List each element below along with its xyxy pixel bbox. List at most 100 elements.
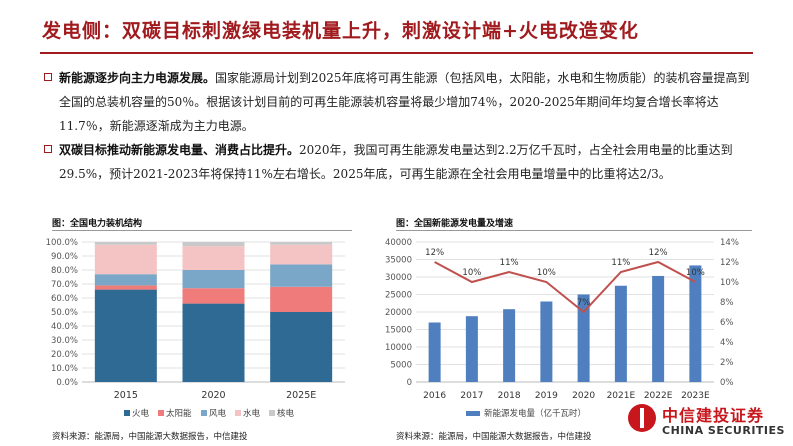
x-tick-label: 2017 <box>460 391 483 401</box>
legend-label: 核电 <box>277 408 295 419</box>
growth-data-label: 11% <box>611 258 630 268</box>
y-tick-label: 80.0% <box>51 266 78 276</box>
x-tick-label: 2021E <box>607 391 636 401</box>
bar-segment <box>270 242 333 245</box>
bullet-carbon-goals: 双碳目标推动新能源发电量、消费占比提升。2020年，我国可再生能源发电量达到2.… <box>44 138 760 186</box>
bar-segment <box>270 312 333 382</box>
legend-swatch <box>235 410 241 416</box>
legend-label: 新能源发电量（亿千瓦时） <box>484 408 586 419</box>
bullet-heading: 双碳目标推动新能源发电量、消费占比提升。 <box>59 143 300 157</box>
y-left-tick-label: 40000 <box>385 238 412 248</box>
bar <box>614 285 627 382</box>
x-tick-label: 2018 <box>498 391 521 401</box>
y-tick-label: 100.0% <box>46 238 78 248</box>
bullet-body: 国家能源局计划到2025年底将可再生能源（包括风电，太阳能，水电和生物质能）的装… <box>59 71 750 133</box>
y-right-tick-label: 12% <box>720 258 739 268</box>
chart-title-rule <box>396 230 752 231</box>
growth-data-label: 12% <box>649 248 668 258</box>
y-right-tick-label: 2% <box>720 358 734 368</box>
y-tick-label: 30.0% <box>51 336 78 346</box>
chart-title-capacity: 图：全国电力装机结构 <box>52 219 143 229</box>
bullet-marker-icon <box>44 145 52 153</box>
y-left-tick-label: 15000 <box>385 326 412 336</box>
legend-label: 火电 <box>132 408 150 419</box>
company-logo: 中信建投证券 CHINA SECURITIES <box>628 402 784 442</box>
bullet-body: 2020年，我国可再生能源发电量达到2.2万亿千瓦时，占全社会用电量的比重达到2… <box>59 143 733 181</box>
logo-en-text: CHINA SECURITIES <box>662 424 785 437</box>
legend-swatch <box>269 410 275 416</box>
y-tick-label: 40.0% <box>51 322 78 332</box>
legend-swatch <box>158 410 164 416</box>
bar <box>503 309 516 382</box>
bar-segment <box>182 270 245 289</box>
y-left-tick-label: 10000 <box>385 343 412 353</box>
y-tick-label: 10.0% <box>51 364 78 374</box>
y-left-tick-label: 0 <box>407 378 412 388</box>
bar-segment <box>182 246 245 270</box>
y-right-tick-label: 4% <box>720 338 734 348</box>
growth-data-label: 10% <box>686 268 705 278</box>
page-title: 发电侧：双碳目标刺激绿电装机量上升，刺激设计端+火电改造变化 <box>42 20 639 42</box>
bar <box>465 316 478 382</box>
growth-data-label: 7% <box>577 298 591 308</box>
y-right-tick-label: 10% <box>720 278 739 288</box>
y-tick-label: 50.0% <box>51 308 78 318</box>
y-right-tick-label: 6% <box>720 318 734 328</box>
growth-line <box>434 260 696 314</box>
bullet-new-energy: 新能源逐步向主力电源发展。国家能源局计划到2025年底将可再生能源（包括风电，太… <box>44 66 760 138</box>
y-left-tick-label: 20000 <box>385 308 412 318</box>
bar <box>689 265 702 382</box>
x-tick-label: 2015 <box>114 390 138 401</box>
legend-swatch <box>201 410 207 416</box>
legend-label: 风电 <box>209 408 227 419</box>
bar-segment <box>182 242 245 247</box>
bullet-marker-icon <box>44 73 52 81</box>
y-left-tick-label: 35000 <box>385 256 412 266</box>
bar-segment <box>182 288 245 304</box>
capacity-structure-chart: 0.0% 10.0% 20.0% 30.0% 40.0% 50.0% 60.0% 70.0% 8… <box>46 238 345 419</box>
bar <box>428 322 441 382</box>
bar-segment <box>94 242 157 245</box>
x-tick-label: 2020 <box>201 390 225 401</box>
x-tick-label: 2020 <box>572 391 595 401</box>
bar-segment <box>270 264 333 287</box>
y-tick-label: 20.0% <box>51 350 78 360</box>
y-left-tick-label: 25000 <box>385 291 412 301</box>
chart-title-rule <box>52 230 352 231</box>
bar-segment <box>270 244 333 265</box>
x-tick-label: 2025E <box>286 390 316 401</box>
bar-segment <box>94 244 157 275</box>
logo-cn-text: 中信建投证券 <box>662 406 765 425</box>
growth-data-label: 12% <box>425 248 444 258</box>
bar-segment <box>182 303 245 382</box>
y-left-tick-label: 30000 <box>385 273 412 283</box>
logo-mark-icon <box>628 404 656 432</box>
legend-swatch <box>466 411 480 416</box>
y-tick-label: 70.0% <box>51 280 78 290</box>
bar <box>540 301 553 382</box>
bar-segment <box>94 289 157 382</box>
bar-segment <box>270 286 333 312</box>
x-tick-label: 2019 <box>535 391 558 401</box>
legend-label: 水电 <box>243 408 261 419</box>
source-note-right: 资料来源：能源局，中国能源大数据报告，中信建投 <box>396 432 592 442</box>
growth-data-label: 10% <box>462 268 481 278</box>
growth-data-label: 10% <box>537 268 556 278</box>
bar <box>652 275 665 382</box>
y-tick-label: 90.0% <box>51 252 78 262</box>
legend-swatch <box>124 410 130 416</box>
generation-growth-chart: 0 5000 10000 15000 20000 25000 30000 35000 40000… <box>385 238 739 419</box>
y-right-tick-label: 8% <box>720 298 734 308</box>
bullet-heading: 新能源逐步向主力电源发展。 <box>59 71 216 85</box>
legend-label: 太阳能 <box>166 408 192 419</box>
x-tick-label: 2016 <box>423 391 446 401</box>
bar <box>577 294 590 382</box>
y-tick-label: 60.0% <box>51 294 78 304</box>
chart-title-generation: 图：全国新能源发电量及增速 <box>396 219 514 229</box>
bar-segment <box>94 274 157 286</box>
title-underline <box>40 52 753 54</box>
source-note-left: 资料来源：能源局，中国能源大数据报告，中信建投 <box>52 432 248 442</box>
x-tick-label: 2022E <box>644 391 673 401</box>
y-right-tick-label: 14% <box>720 238 739 248</box>
bar-segment <box>94 285 157 290</box>
